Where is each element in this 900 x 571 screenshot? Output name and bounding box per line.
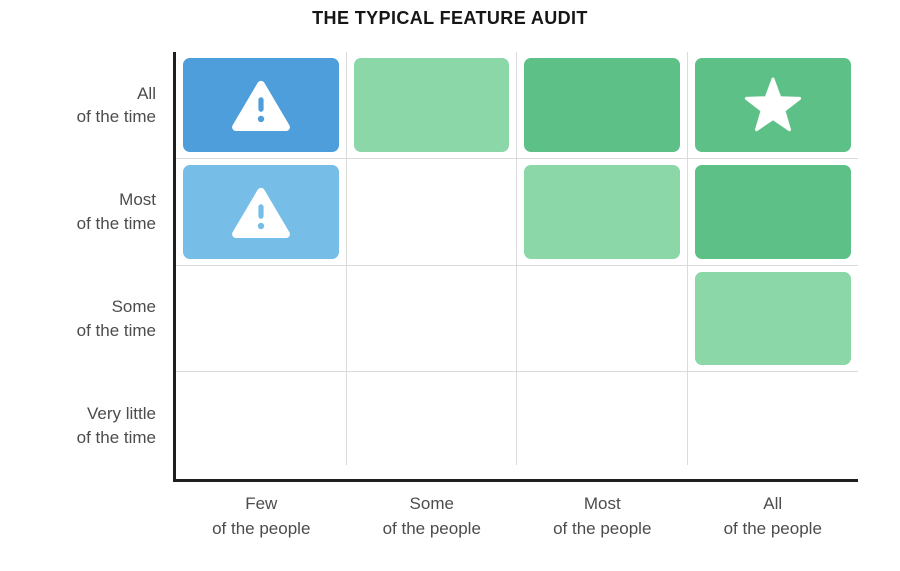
matrix-cell-r4-c2 xyxy=(346,372,517,479)
matrix-cell-r3-c1 xyxy=(176,265,347,373)
matrix-cell-r2-c1 xyxy=(176,158,347,266)
y-axis-label-some: Some of the time xyxy=(76,297,156,340)
matrix-cell-r4-c1 xyxy=(176,372,347,479)
matrix-cell-r2-c3 xyxy=(517,158,688,266)
x-axis-labels: Few of the people Some of the people Mos… xyxy=(176,492,858,541)
y-axis-label-most: Most of the time xyxy=(76,190,156,234)
matrix-chip xyxy=(694,164,851,259)
matrix-chip xyxy=(353,58,509,152)
matrix-chip-warning xyxy=(183,58,339,152)
matrix-cell-r1-c4 xyxy=(687,52,858,159)
matrix-cell-r3-c3 xyxy=(517,265,688,373)
warning-icon xyxy=(231,80,290,131)
matrix-chip-star xyxy=(694,58,851,152)
chart-title: THE TYPICAL FEATURE AUDIT xyxy=(312,8,588,28)
y-axis-label-all: All of the time xyxy=(76,83,156,127)
matrix-cell-r3-c4 xyxy=(687,266,858,373)
matrix-cell-r1-c1 xyxy=(176,52,347,159)
x-axis-label-all: All of the people xyxy=(723,494,822,538)
matrix-cell-r3-c2 xyxy=(346,265,517,373)
matrix-chip-warning xyxy=(183,164,339,259)
matrix-cell-r2-c4 xyxy=(687,159,858,266)
matrix-chip xyxy=(524,164,680,259)
matrix-chip xyxy=(694,271,851,366)
matrix-chip xyxy=(524,58,680,152)
y-axis-label-very-little: Very little of the time xyxy=(76,403,156,447)
matrix-grid xyxy=(176,52,858,479)
star-icon xyxy=(744,77,801,132)
matrix-cell-r4-c3 xyxy=(517,372,688,479)
matrix-cell-r2-c2 xyxy=(346,158,517,266)
x-axis-label-most: Most of the people xyxy=(553,494,652,538)
plot-area xyxy=(173,52,858,482)
x-axis-label-few: Few of the people xyxy=(212,494,311,538)
matrix-cell-r1-c3 xyxy=(517,52,688,159)
y-axis-labels: All of the time Most of the time Some of… xyxy=(0,52,156,479)
matrix-cell-r4-c4 xyxy=(688,372,859,479)
warning-icon xyxy=(231,187,290,238)
x-axis-label-some: Some of the people xyxy=(382,494,481,538)
matrix-cell-r1-c2 xyxy=(346,52,517,159)
